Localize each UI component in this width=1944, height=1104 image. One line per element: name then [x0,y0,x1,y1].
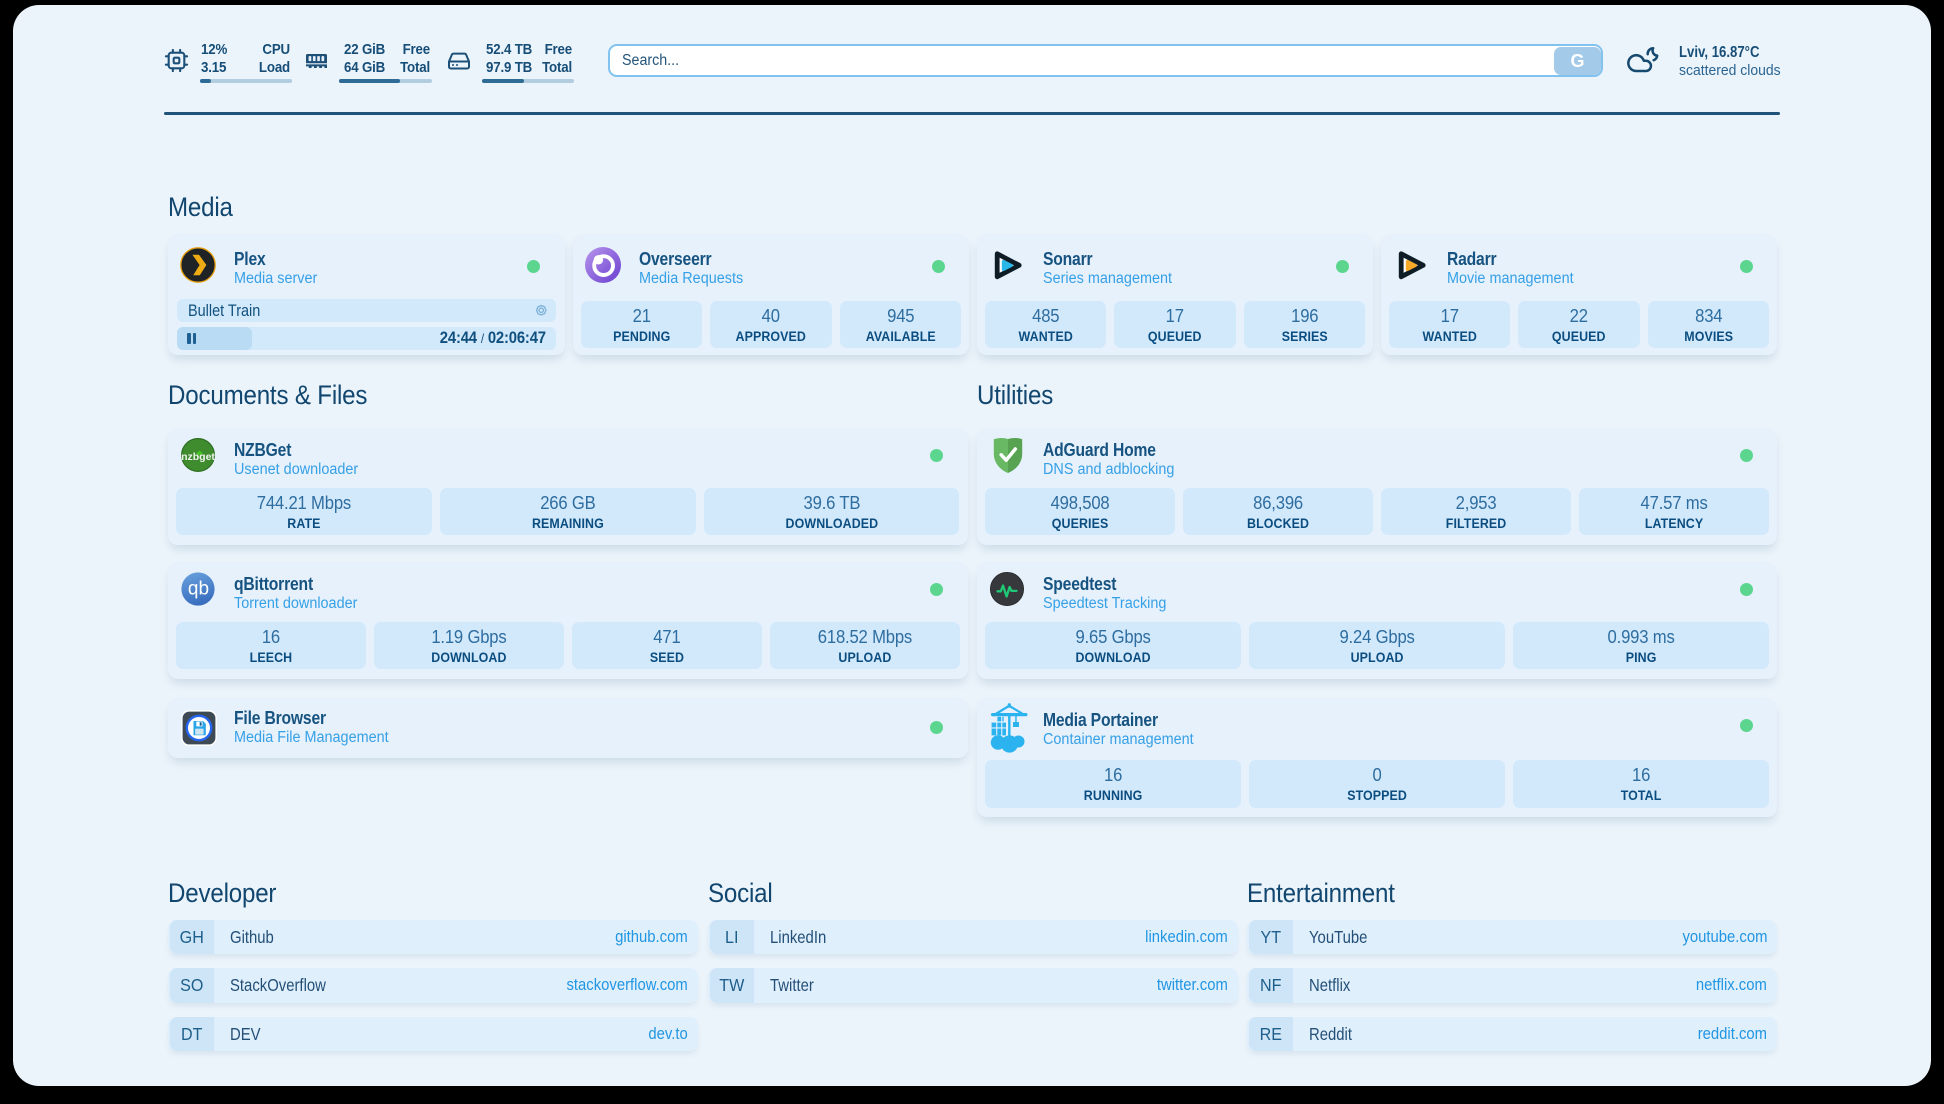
svg-text:nzbget: nzbget [181,450,215,462]
svg-text:qb: qb [188,578,209,599]
